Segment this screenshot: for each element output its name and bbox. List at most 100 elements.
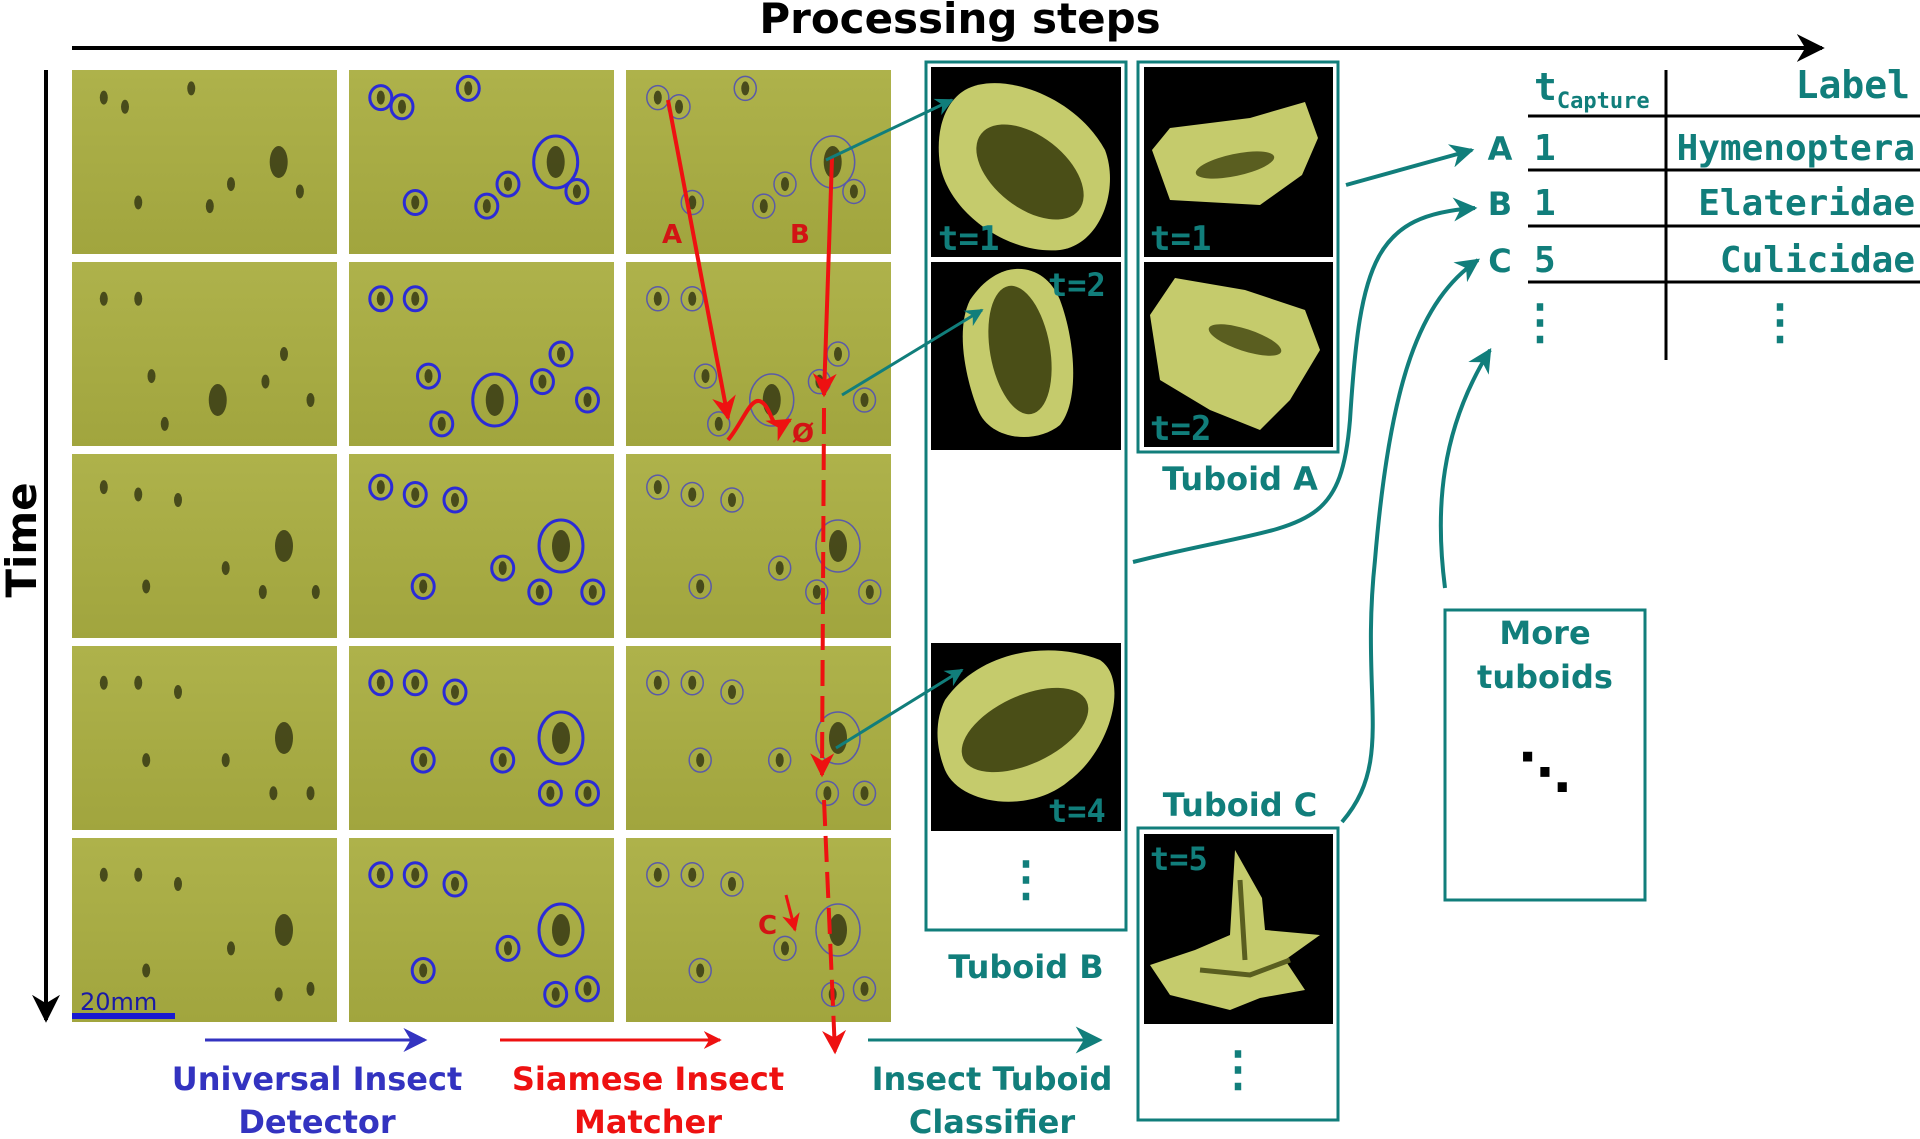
insect-1 [376, 480, 385, 495]
table-row-a-label: Hymenoptera [1677, 128, 1915, 169]
detection-outline-4 [537, 710, 585, 766]
insect-1 [99, 291, 108, 306]
insect-4 [552, 722, 570, 754]
insect-4 [208, 384, 227, 416]
tuboid-a-label: Tuboid A [1162, 460, 1318, 498]
detection-outline-1 [646, 670, 670, 696]
table-row-a-id: A [1488, 130, 1513, 168]
table-row-c-time: 5 [1534, 240, 1556, 281]
more-tuboids-line1: More [1499, 614, 1590, 652]
insect-6 [306, 981, 315, 996]
insect-8 [205, 199, 214, 214]
tuboid-c-box [1136, 826, 1340, 1122]
insect-1 [653, 480, 662, 495]
frame-matcher-1 [626, 70, 891, 254]
scale-label: 20mm [80, 988, 157, 1016]
insect-2 [398, 99, 406, 114]
insect-2 [134, 675, 143, 690]
insect-7 [696, 579, 705, 594]
matcher-label-line2: Matcher [574, 1103, 722, 1139]
insect-3 [741, 81, 750, 96]
detection-outline-3 [720, 487, 744, 513]
detection-outline-8 [490, 746, 516, 774]
insect-4 [829, 722, 847, 754]
detection-outline-7 [495, 170, 521, 198]
frame-matcher-5 [626, 838, 891, 1022]
detection-outline-2 [680, 670, 704, 696]
frame-detector-2 [349, 262, 614, 446]
insect-6 [311, 585, 320, 599]
link-arrow-a-table [1345, 144, 1475, 187]
detection-outline-2 [680, 286, 704, 312]
insect-6 [538, 374, 547, 389]
insect-3 [451, 685, 459, 699]
table-row-b-time: 1 [1534, 183, 1556, 224]
tuboid-a-frame-2: t=2 [1144, 262, 1333, 449]
insect-7 [860, 393, 869, 407]
insect-1 [99, 90, 108, 105]
table-row-b-id: B [1488, 185, 1512, 223]
detection-outline-2 [680, 481, 704, 508]
detection-outline-6 [575, 975, 600, 1003]
insect-6 [134, 195, 143, 210]
insect-2 [411, 867, 420, 882]
detection-outline-4 [815, 519, 861, 573]
detection-outline-6 [402, 188, 428, 216]
detection-outline-3 [442, 486, 468, 514]
tuboid-c-frame-5: t=5 [1144, 834, 1333, 1024]
table-header-time: tCapture [1534, 65, 1650, 114]
link-arrow-b-table [1132, 197, 1478, 564]
insect-6 [411, 195, 420, 210]
detection-outline-5 [537, 779, 563, 807]
track-a-lost-arrow [726, 399, 793, 442]
insect-4 [269, 146, 288, 178]
detection-outline-6 [852, 780, 877, 806]
time-label: Time [0, 482, 46, 597]
link-arrow-c-table [1340, 258, 1480, 824]
track-lost-symbol: Ø [792, 419, 814, 449]
insect-6 [306, 786, 315, 801]
track-b-arrow-3 [822, 799, 847, 1055]
insect-6 [688, 195, 697, 210]
insect-3 [451, 493, 459, 507]
table-ellipsis-label: ⋮ [1756, 294, 1804, 350]
detection-outline-5 [527, 578, 553, 606]
insect-7 [504, 177, 512, 192]
insect-8 [498, 561, 507, 576]
insect-7 [419, 579, 428, 594]
detection-outline-2 [389, 93, 415, 121]
detection-outline-4 [815, 903, 861, 957]
insect-3 [174, 493, 182, 507]
tuboid-a-frame-1-time: t=1 [1150, 219, 1211, 259]
detection-outline-2 [402, 861, 428, 889]
insect-1 [376, 675, 385, 690]
insect-5 [535, 585, 544, 599]
insect-1 [376, 90, 385, 105]
track-c-arrow [782, 894, 800, 932]
detection-outline-6 [529, 368, 555, 396]
insect-7 [227, 177, 235, 192]
table-row-c-id: C [1488, 242, 1511, 280]
detection-outline-6 [680, 189, 704, 216]
insect-8 [221, 753, 230, 768]
detection-outline-7 [575, 386, 600, 414]
detection-outline-7 [410, 956, 436, 984]
tuboid-b-frame-2: t=2 [931, 262, 1121, 450]
detection-outline-1 [368, 861, 394, 889]
detection-outline-3 [733, 75, 757, 102]
insect-7 [419, 963, 428, 978]
insect-1 [653, 90, 662, 105]
detection-outline-4 [537, 902, 585, 958]
insect-2 [675, 99, 683, 114]
more-tuboids-ellipsis: ⋱ [1519, 743, 1571, 803]
insect-6 [583, 981, 592, 996]
detection-outline-1 [368, 669, 394, 697]
result-table: tCapture Label A 1 Hymenoptera B 1 Elate… [1488, 63, 1920, 360]
insect-3 [464, 81, 473, 96]
insect-7 [696, 753, 705, 768]
insect-7 [419, 753, 428, 768]
frame-raw-1 [72, 70, 337, 254]
detection-outline-5 [805, 579, 829, 605]
detection-outline-5 [815, 780, 840, 806]
